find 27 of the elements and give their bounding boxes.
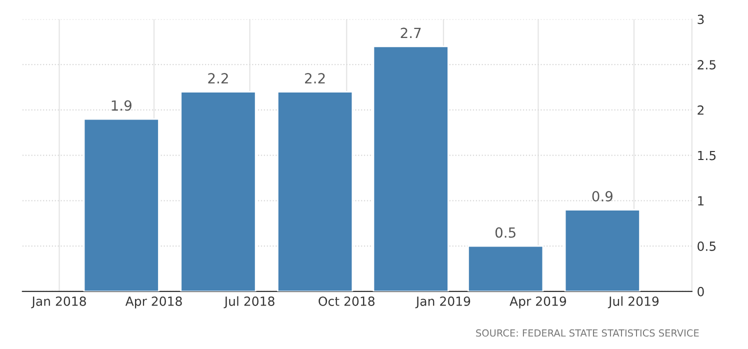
- x-tick-label: Jul 2018: [224, 296, 274, 308]
- x-tick-label: Oct 2018: [318, 296, 374, 306]
- x-tick-label: Jan 2019: [415, 296, 470, 308]
- bar: [83, 118, 160, 292]
- data-label: 2.2: [305, 73, 325, 84]
- data-label: 0.9: [592, 190, 612, 202]
- bar: [468, 245, 544, 292]
- data-label: 2.7: [400, 28, 421, 38]
- bar: [277, 91, 354, 292]
- x-tick-label: Jul 2019: [608, 296, 659, 308]
- data-label: 0.5: [495, 227, 516, 238]
- bar: [180, 91, 256, 292]
- y-tick-label: 1.5: [698, 150, 716, 160]
- y-tick-label: 1: [698, 196, 704, 206]
- x-tick-label: Apr 2019: [510, 296, 566, 308]
- y-tick-label: 2.5: [698, 60, 716, 70]
- data-label: 2.2: [208, 73, 228, 84]
- y-tick-label: 2: [698, 105, 704, 115]
- y-tick-label: 0: [698, 286, 704, 296]
- x-tick-label: Jan 2018: [31, 296, 86, 308]
- y-tick-label: 0.5: [698, 242, 716, 251]
- x-tick-label: Apr 2018: [125, 296, 182, 308]
- data-label: 1.9: [112, 100, 132, 111]
- source-note: SOURCE: FEDERAL STATE STATISTICS SERVICE: [476, 329, 699, 337]
- bar: [372, 46, 449, 292]
- bar: [564, 209, 640, 292]
- y-tick-label: 3: [698, 14, 704, 24]
